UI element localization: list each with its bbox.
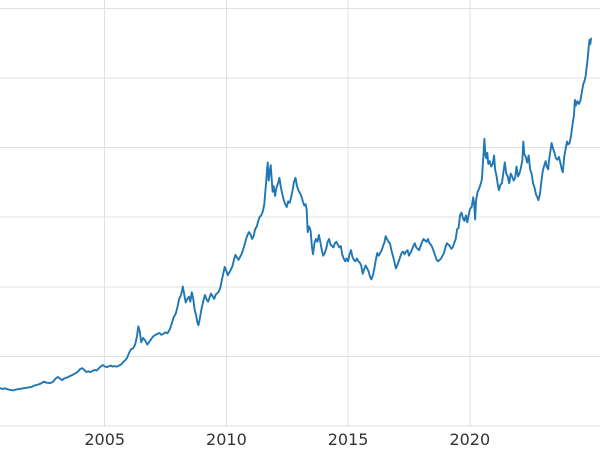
x-tick-label: 2005	[84, 430, 125, 449]
x-tick-label: 2010	[206, 430, 247, 449]
price-line	[0, 37, 592, 392]
x-tick-label: 2020	[449, 430, 490, 449]
x-tick-label: 2015	[328, 430, 369, 449]
